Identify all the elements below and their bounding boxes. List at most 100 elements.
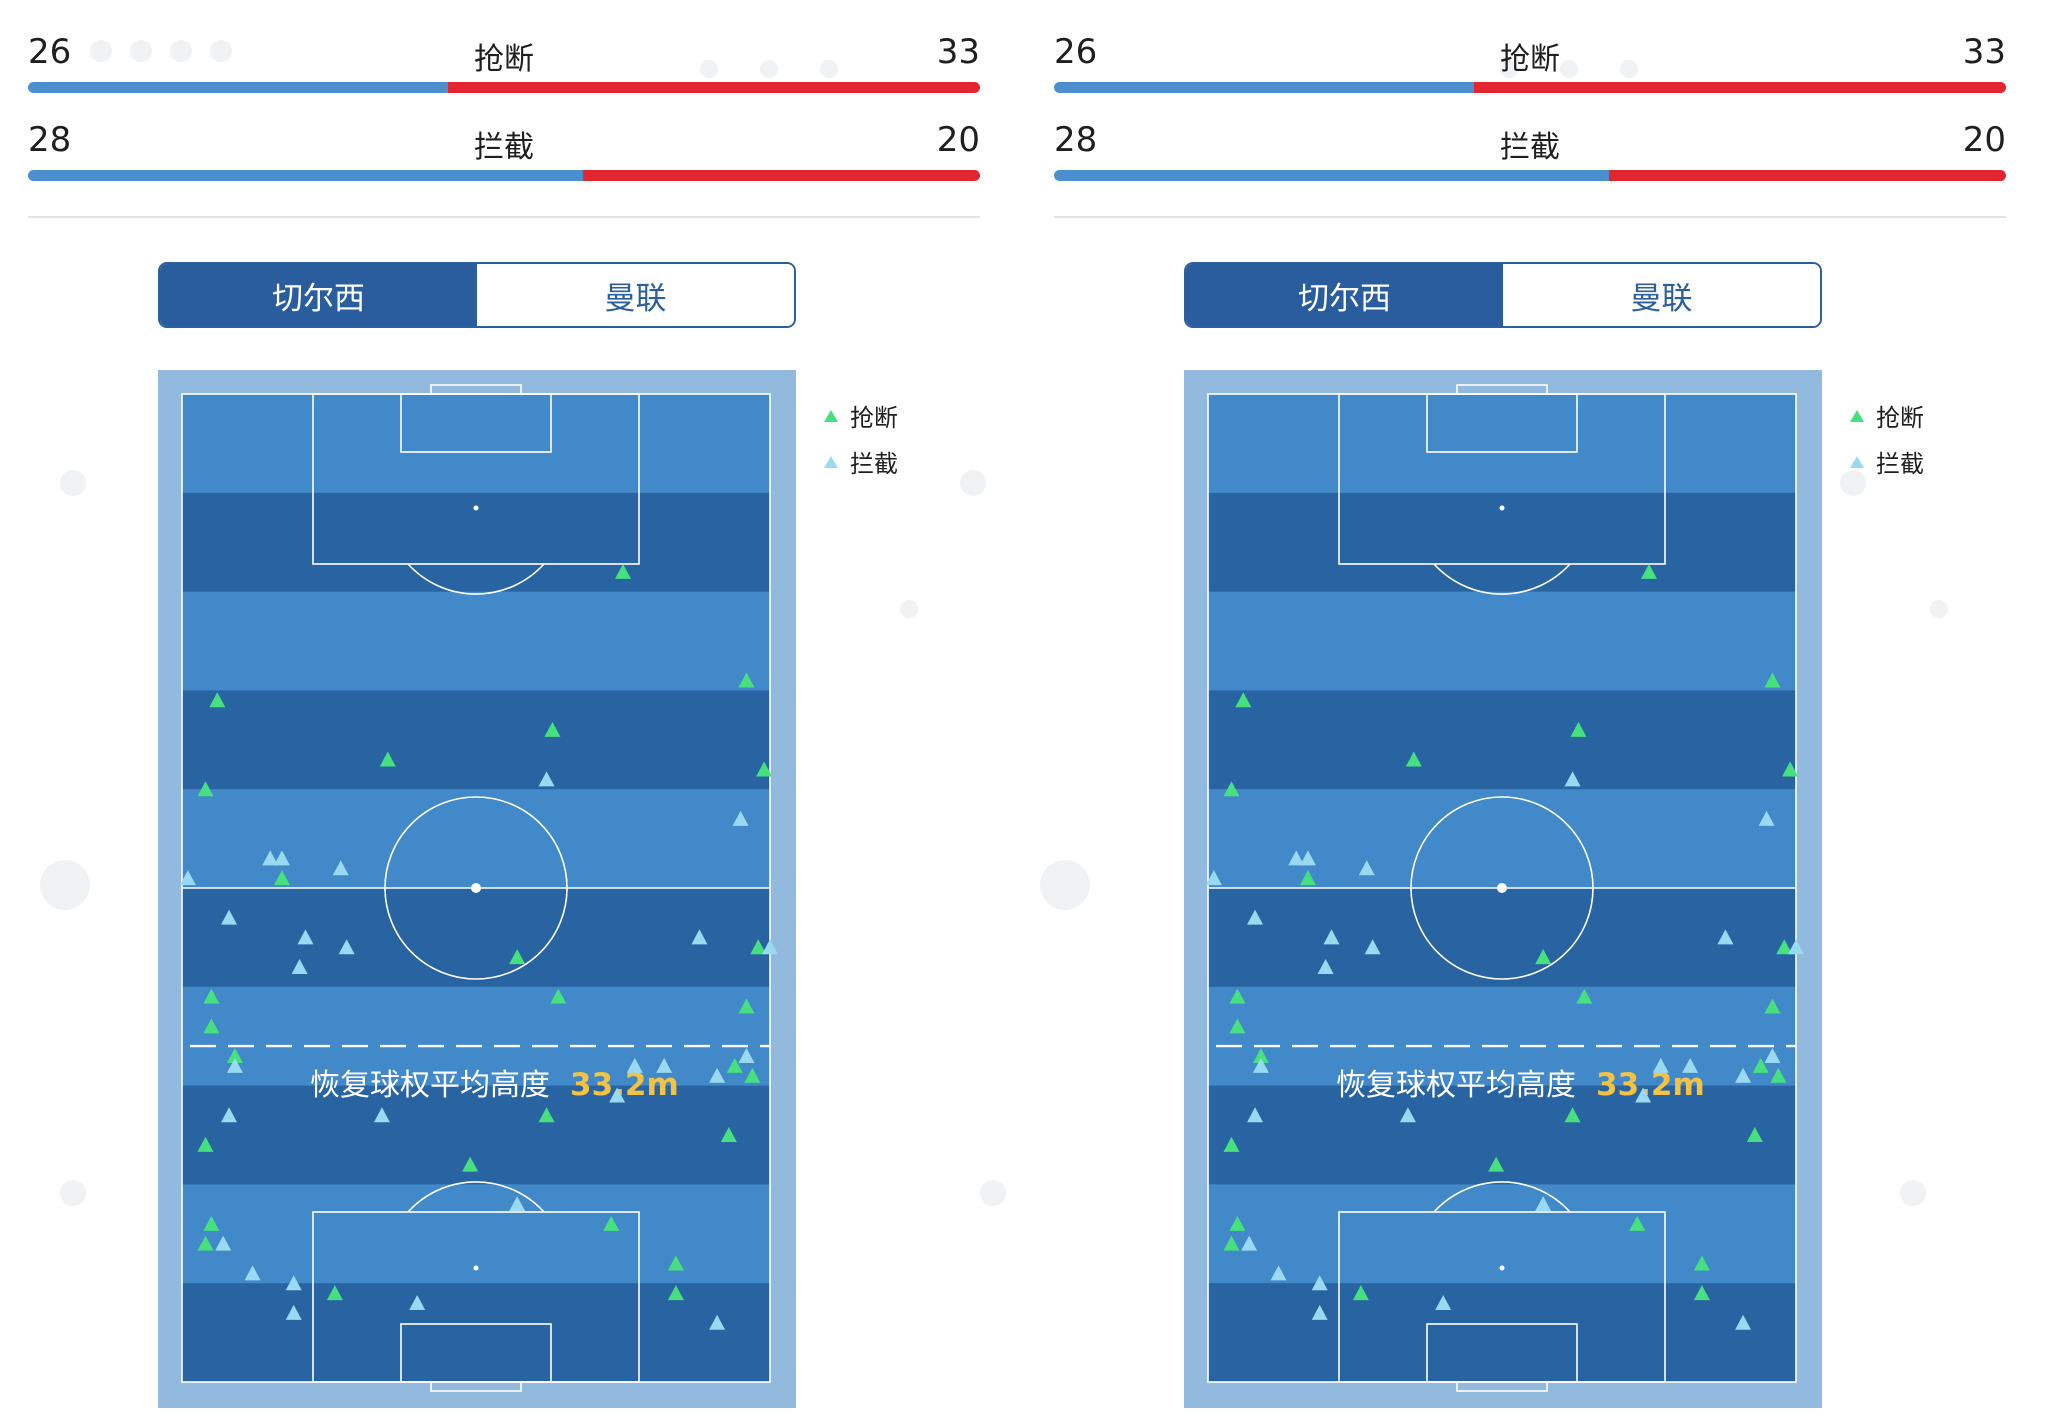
legend-label: 抢断 [1876, 404, 1924, 432]
stats-panel-right: 26 抢断 33 28 拦截 20 切尔西 曼联 恢复球权平均高度 33.2m [1026, 0, 2026, 1416]
comparison-bar [28, 170, 980, 181]
legend: 抢断 拦截 [1848, 398, 1968, 490]
home-value: 28 [28, 120, 72, 160]
interception-marker [273, 850, 290, 866]
away-value: 33 [936, 32, 980, 72]
interception-marker [509, 1196, 526, 1212]
tackle-marker [1235, 692, 1252, 708]
stats-panel-left: 26 抢断 33 28 拦截 20 切尔西 曼联 恢复球权平均高度 33.2m [0, 0, 1000, 1416]
interception-marker [1241, 1235, 1258, 1251]
home-value: 26 [1054, 32, 1098, 72]
away-bar-segment [1473, 82, 2006, 93]
tackle-marker [1641, 563, 1657, 579]
interception-marker [338, 939, 355, 955]
interception-marker [221, 1107, 238, 1123]
interception-marker [1270, 1265, 1287, 1281]
center-spot [471, 883, 481, 893]
tackle-marker [1223, 781, 1240, 797]
interception-marker [373, 1107, 390, 1123]
interception-marker [609, 1087, 626, 1103]
interception-marker [1252, 1057, 1269, 1073]
tackle-marker [326, 1285, 343, 1301]
tackle-marker [1229, 988, 1246, 1004]
pitch-stripe [1208, 888, 1796, 988]
tackle-marker [738, 672, 755, 688]
penalty-spot-bottom [473, 1265, 479, 1271]
tackle-marker [379, 751, 396, 767]
legend-label: 拦截 [1876, 450, 1924, 478]
tackle-marker [1229, 1018, 1246, 1034]
tab-chelsea[interactable]: 切尔西 [160, 264, 477, 326]
tackle-marker [1252, 1047, 1269, 1063]
tackle-marker [1770, 1067, 1787, 1083]
pitch-stripe [182, 986, 770, 1087]
pitch-stripe [182, 394, 770, 494]
goal-area-top [1426, 393, 1578, 453]
tackle-marker [538, 1107, 555, 1123]
interception-marker [709, 1314, 726, 1330]
pitch-stripe [182, 690, 770, 790]
tackle-marker [1776, 939, 1793, 955]
home-value: 26 [28, 32, 72, 72]
interception-marker [1735, 1314, 1752, 1330]
stat-row-interceptions: 28 拦截 20 [1054, 98, 2006, 188]
triangle-icon [824, 410, 838, 422]
tackle-marker [209, 692, 226, 708]
interception-marker [1205, 870, 1222, 886]
triangle-icon [824, 456, 838, 468]
pitch-stripe [182, 789, 770, 889]
interception-marker [1288, 850, 1305, 866]
tackle-marker [726, 1057, 743, 1073]
pitch-map: 恢复球权平均高度 33.2m [1184, 370, 1822, 1408]
interception-marker [1735, 1067, 1752, 1083]
divider [1054, 216, 2006, 218]
interception-marker [1311, 1304, 1328, 1320]
interception-marker [262, 850, 279, 866]
comparison-bar [1054, 170, 2006, 181]
penalty-arc-top [1433, 563, 1571, 595]
tackle-marker [1576, 988, 1593, 1004]
tackle-marker [1782, 761, 1799, 777]
penalty-spot-top [1499, 505, 1505, 511]
interception-marker [1564, 771, 1581, 787]
tackle-marker [744, 1067, 761, 1083]
triangle-icon [1850, 410, 1864, 422]
interception-marker [656, 1057, 673, 1073]
interception-marker [1788, 939, 1804, 955]
goal-area-bottom [1426, 1323, 1578, 1383]
tab-man-utd[interactable]: 曼联 [1503, 264, 1820, 326]
goal-bottom [430, 1381, 522, 1392]
tab-man-utd[interactable]: 曼联 [477, 264, 794, 326]
pitch-stripe [182, 888, 770, 988]
legend-label: 抢断 [850, 404, 898, 432]
avg-height-label: 恢复球权平均高度 [1336, 1068, 1576, 1103]
stat-label: 拦截 [1500, 130, 1560, 165]
stat-label: 抢断 [1500, 42, 1560, 77]
tackle-marker [1223, 1136, 1240, 1152]
tackle-marker [1693, 1255, 1710, 1271]
pitch-stripe [1208, 394, 1796, 494]
pitch-svg: 恢复球权平均高度 33.2m [179, 384, 778, 1392]
penalty-arc-bottom [1433, 1181, 1571, 1213]
interception-marker [1399, 1107, 1416, 1123]
penalty-spot-bottom [1499, 1265, 1505, 1271]
tackle-marker [1223, 1235, 1240, 1251]
tab-chelsea[interactable]: 切尔西 [1186, 264, 1503, 326]
interception-marker [332, 860, 349, 876]
goal-area-bottom [400, 1323, 552, 1383]
tackle-marker [197, 1235, 214, 1251]
legend-item-interception: 拦截 [822, 444, 942, 490]
tackle-marker [544, 721, 561, 737]
interception-marker [626, 1057, 643, 1073]
interception-marker [1635, 1087, 1652, 1103]
tackle-marker [1764, 672, 1781, 688]
tackle-marker [509, 949, 526, 965]
legend-label: 拦截 [850, 450, 898, 478]
away-value: 33 [1962, 32, 2006, 72]
stat-label: 拦截 [474, 130, 534, 165]
pitch-stripe [1208, 986, 1796, 1087]
home-bar-segment [1054, 82, 1474, 93]
interception-marker [1247, 909, 1264, 925]
legend-item-tackle: 抢断 [822, 398, 942, 444]
